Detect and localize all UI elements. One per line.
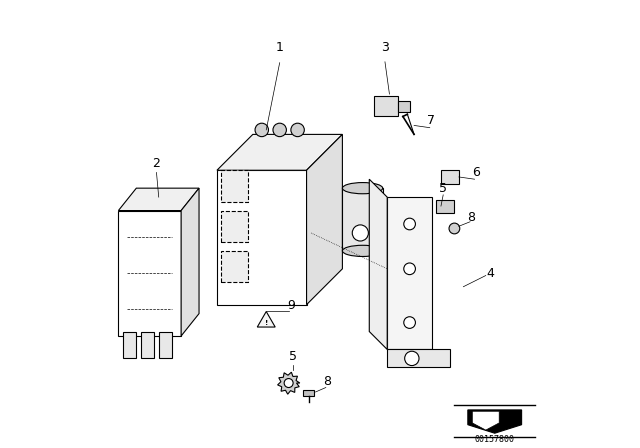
Circle shape bbox=[291, 123, 305, 137]
Polygon shape bbox=[387, 197, 432, 349]
Text: 2: 2 bbox=[152, 157, 161, 170]
Circle shape bbox=[273, 123, 287, 137]
Polygon shape bbox=[369, 179, 387, 349]
Polygon shape bbox=[118, 188, 199, 211]
Circle shape bbox=[449, 223, 460, 234]
Text: 1: 1 bbox=[276, 40, 284, 54]
Text: 3: 3 bbox=[381, 40, 389, 54]
Ellipse shape bbox=[342, 182, 383, 194]
Circle shape bbox=[404, 263, 415, 275]
Circle shape bbox=[284, 379, 293, 388]
Text: !: ! bbox=[264, 319, 268, 326]
Text: 8: 8 bbox=[467, 211, 476, 224]
Bar bbox=[374, 96, 398, 116]
Polygon shape bbox=[472, 411, 499, 430]
Polygon shape bbox=[217, 170, 307, 305]
Text: 8: 8 bbox=[323, 375, 331, 388]
Text: 7: 7 bbox=[427, 114, 435, 128]
Polygon shape bbox=[181, 188, 199, 336]
Text: 4: 4 bbox=[486, 267, 494, 280]
Bar bbox=[221, 211, 248, 242]
Bar bbox=[221, 251, 248, 282]
Bar bbox=[342, 188, 383, 251]
Polygon shape bbox=[303, 390, 314, 396]
Bar bbox=[398, 101, 410, 112]
Circle shape bbox=[404, 317, 415, 328]
Bar bbox=[141, 332, 154, 358]
Circle shape bbox=[255, 123, 269, 137]
Text: 5: 5 bbox=[289, 349, 297, 363]
Text: 00157800: 00157800 bbox=[475, 435, 515, 444]
Circle shape bbox=[404, 351, 419, 366]
Text: 5: 5 bbox=[439, 181, 447, 195]
Polygon shape bbox=[257, 311, 275, 327]
Polygon shape bbox=[118, 211, 181, 336]
Polygon shape bbox=[217, 134, 342, 170]
Bar bbox=[123, 332, 136, 358]
Bar bbox=[436, 200, 454, 213]
Ellipse shape bbox=[342, 246, 383, 256]
Bar bbox=[159, 332, 172, 358]
Text: 9: 9 bbox=[287, 299, 295, 312]
Polygon shape bbox=[387, 349, 450, 367]
Polygon shape bbox=[468, 410, 522, 433]
Polygon shape bbox=[278, 372, 300, 394]
Bar bbox=[441, 170, 459, 184]
Polygon shape bbox=[307, 134, 342, 305]
Text: 6: 6 bbox=[472, 166, 480, 179]
Circle shape bbox=[404, 218, 415, 230]
Bar bbox=[221, 170, 248, 202]
Circle shape bbox=[352, 225, 369, 241]
